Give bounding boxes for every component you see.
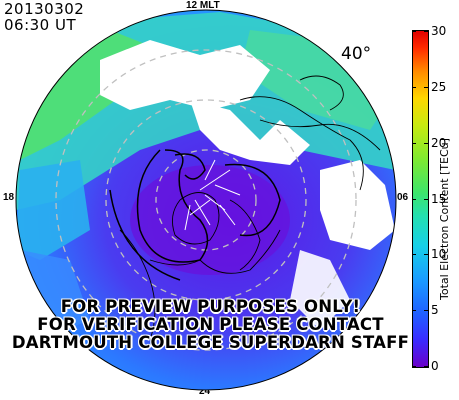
convection-contours <box>109 149 281 281</box>
colorbar-tick-left <box>412 310 416 312</box>
colorbar-tick-right <box>424 31 428 32</box>
colorbar-tick-right <box>424 366 428 367</box>
map-border <box>15 9 397 391</box>
latitude-label: 40° <box>341 44 372 64</box>
colorbar-tick-label: 0 <box>431 359 439 373</box>
mlt-label-12: 12 MLT <box>186 0 220 11</box>
warning-line-1: FOR PREVIEW PURPOSES ONLY! <box>60 297 361 316</box>
colorbar-tick-right <box>424 310 428 312</box>
colorbar-tick-label: 25 <box>431 79 447 94</box>
warning-line-2: FOR VERIFICATION PLEASE CONTACT <box>37 315 384 334</box>
coastlines <box>119 75 381 341</box>
colorbar-tick-left <box>412 86 416 88</box>
colorbar-tick-label: 20 <box>431 135 447 150</box>
colorbar-tick-left <box>412 31 416 32</box>
colorbar-title: Total Electron Content [TECu] <box>436 80 452 300</box>
colorbar-tick-right <box>424 86 428 88</box>
colorbar-tick-right <box>424 198 428 200</box>
colorbar-title-text: Total Electron Content [TECu] <box>438 138 451 300</box>
colorbar-tick-label: 30 <box>431 24 447 38</box>
time-label: 06:30 UT <box>4 16 77 34</box>
mlt-label-06: 06 <box>397 192 409 203</box>
velocity-vectors <box>184 159 241 231</box>
colorbar-tick-left <box>412 142 416 144</box>
warning-line-3: DARTMOUTH COLLEGE SUPERDARN STAFF <box>11 333 410 352</box>
colorbar-tick-left <box>412 254 416 256</box>
colorbar-tick-label: 5 <box>431 303 439 318</box>
preview-warning: FOR PREVIEW PURPOSES ONLY! FOR VERIFICAT… <box>8 298 413 352</box>
colorbar-tick-label: 10 <box>431 247 447 262</box>
colorbar-tick-left <box>412 366 416 367</box>
mlt-label-18: 18 <box>3 192 15 203</box>
mlt-label-24: 24 <box>199 386 211 397</box>
colorbar-tick-label: 15 <box>431 191 447 206</box>
colorbar-tick-right <box>424 254 428 256</box>
date-label: 20130302 <box>4 0 85 18</box>
colorbar-tick-right <box>424 142 428 144</box>
colorbar-tick-left <box>412 198 416 200</box>
